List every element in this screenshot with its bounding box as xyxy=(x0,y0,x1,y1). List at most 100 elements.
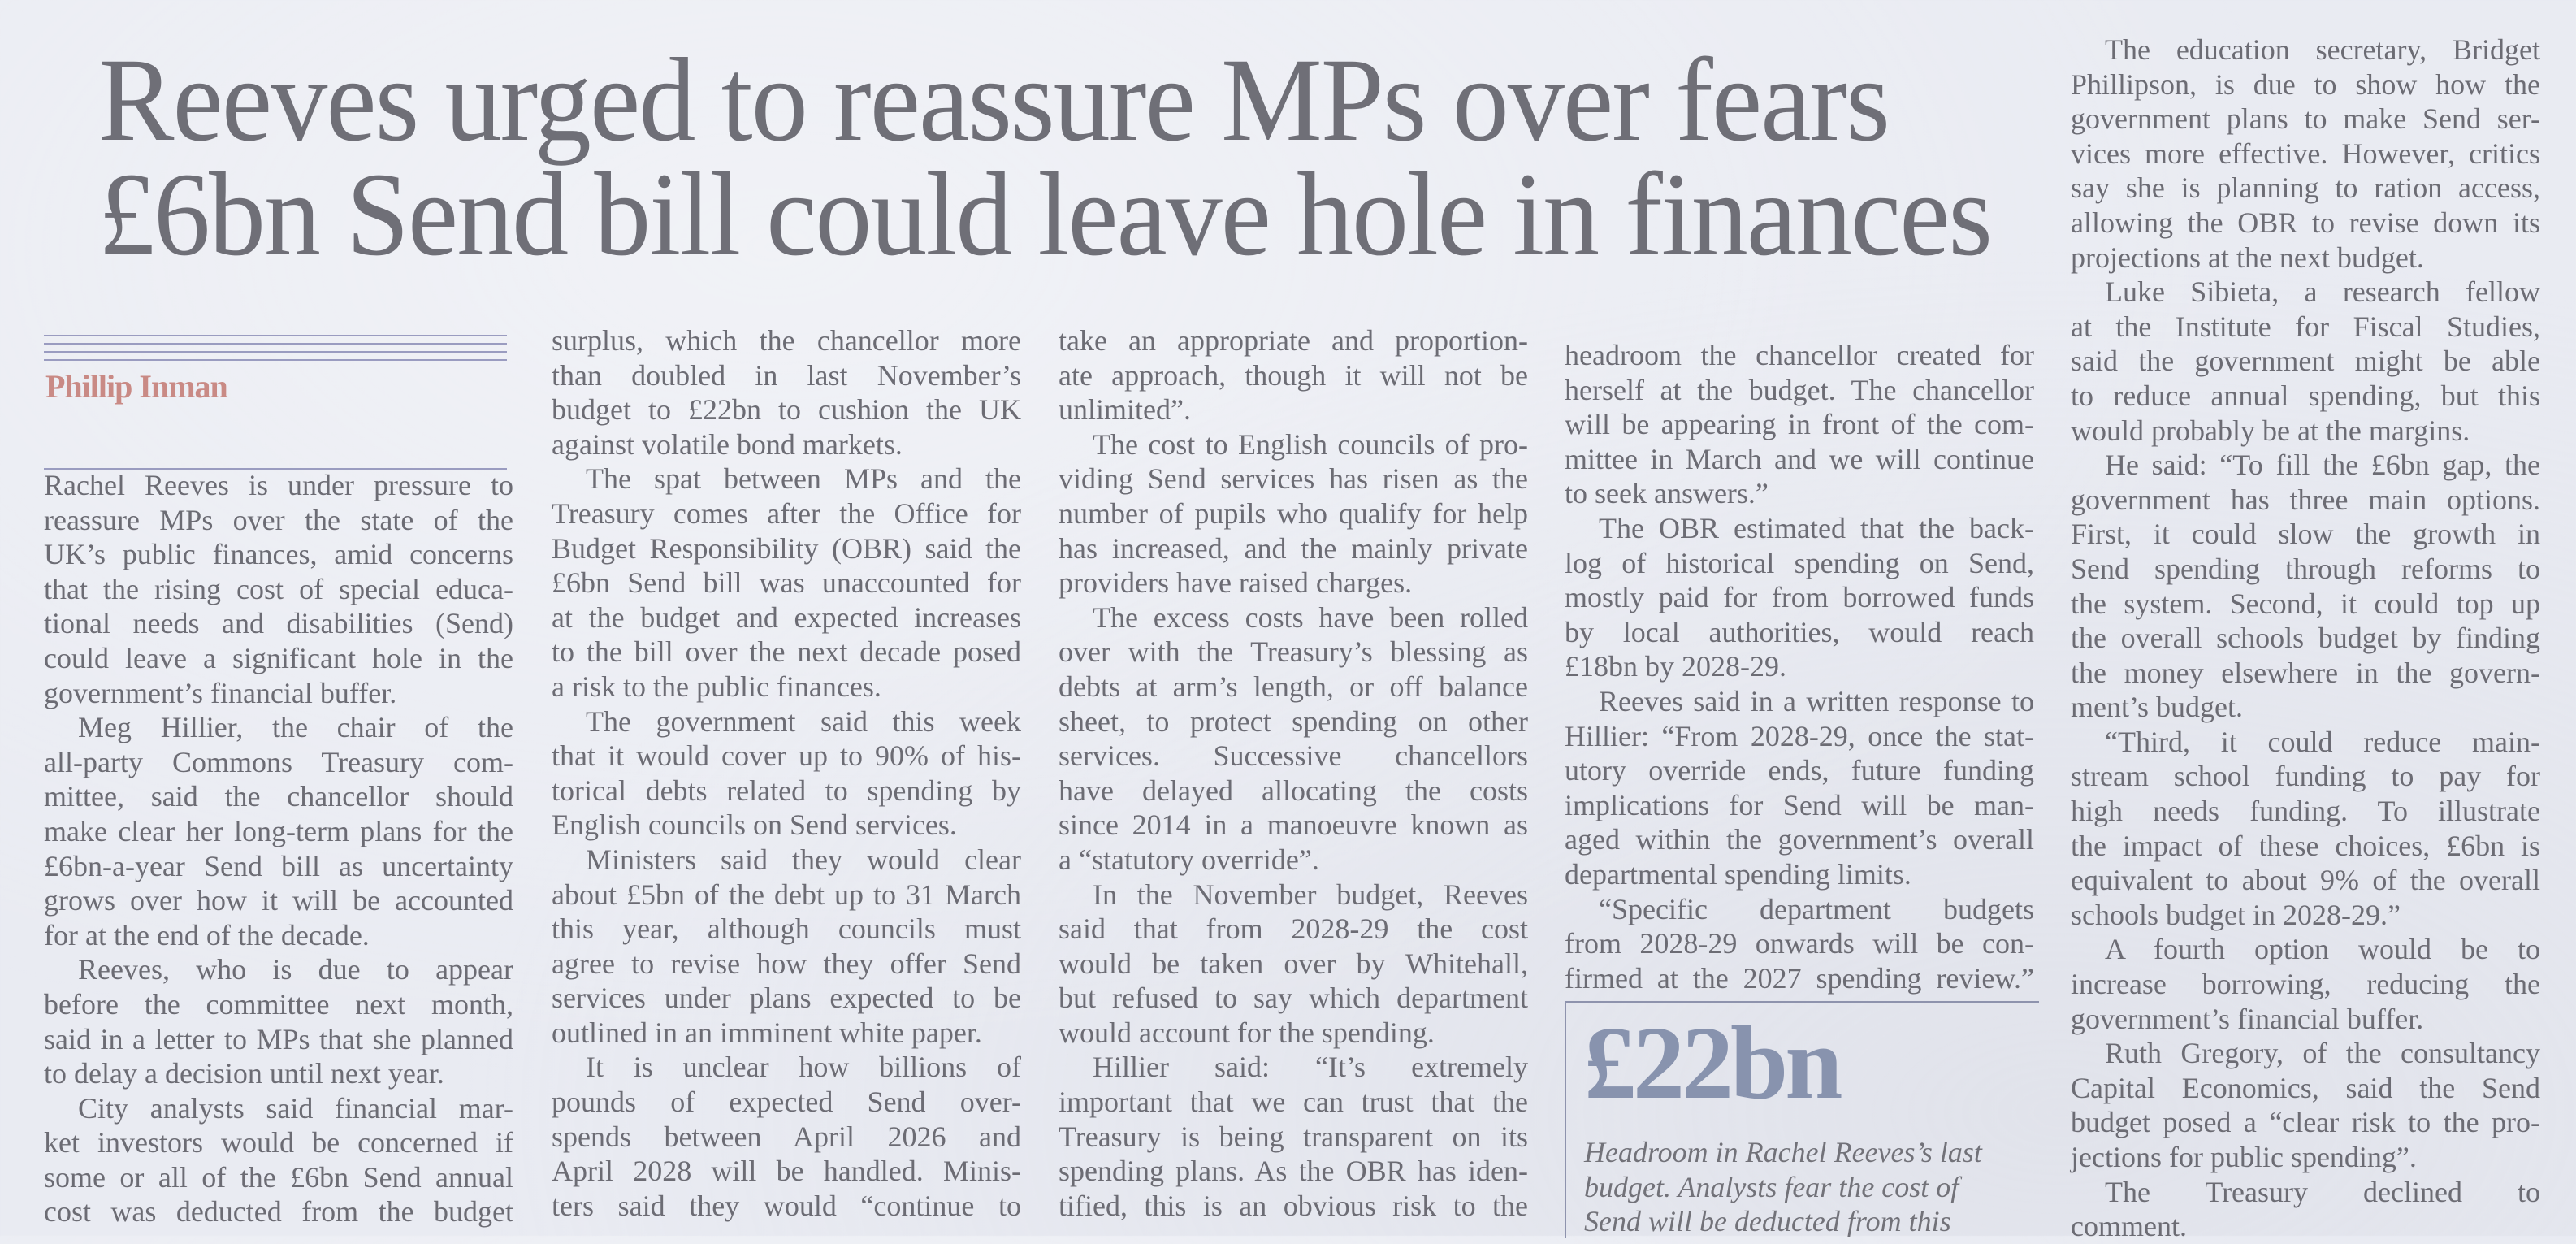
text-line: services. Successive chancellors xyxy=(1059,739,1528,773)
paragraph: The government said this week that it wou… xyxy=(552,704,1021,843)
text-line: debts at arm’s length, or off balance xyxy=(1059,670,1528,703)
text-line: before the committee next month, xyxy=(44,987,513,1021)
text-line: providers have raised charges. xyxy=(1059,566,1413,600)
text-line: tional needs and disabilities (Send) xyxy=(44,607,513,640)
text-line: The spat between MPs and the xyxy=(586,462,1021,496)
text-line: services under plans expected to be xyxy=(552,982,1021,1015)
paragraph: headroom the chancellor created for herse… xyxy=(1565,338,2034,511)
text-line: stream school funding to pay for xyxy=(2071,760,2540,793)
caption-line: Send will be deducted from this xyxy=(1584,1205,1951,1238)
text-line: than doubled in last November’s xyxy=(552,358,1021,392)
text-line: at the budget and expected increases xyxy=(552,600,1021,634)
text-line: the overall schools budget by finding xyxy=(2071,622,2540,655)
text-line: Hillier: “From 2028-29, once the stat- xyxy=(1565,719,2034,752)
paragraph: The excess costs have been rolled over wi… xyxy=(1059,600,1528,878)
text-line: the impact of these choices, £6bn is xyxy=(2071,829,2540,862)
text-line: Send spending through reforms to xyxy=(2071,552,2540,585)
text-line: ket investors would be concerned if xyxy=(44,1126,513,1159)
text-line: would account for the spending. xyxy=(1059,1016,1435,1049)
paragraph: The cost to English councils of pro-vidi… xyxy=(1059,427,1528,600)
text-line: The cost to English councils of pro- xyxy=(1093,427,1528,461)
text-line: allowing the OBR to revise down its xyxy=(2071,206,2540,239)
text-line: to delay a decision until next year. xyxy=(44,1057,444,1090)
paragraph: He said: “To fill the £6bn gap, the gover… xyxy=(2071,448,2540,725)
text-line: headroom the chancellor created for xyxy=(1565,339,2034,371)
text-line: Meg Hillier, the chair of the xyxy=(78,711,513,744)
text-line: torical debts related to spending by xyxy=(552,774,1021,807)
text-line: for at the end of the decade. xyxy=(44,918,370,951)
text-line: firmed at the 2027 spending review.” xyxy=(1565,961,2034,995)
text-line: £18bn by 2028-29. xyxy=(1565,650,1786,683)
caption-line: budget. Analysts fear the cost of xyxy=(1584,1170,1959,1203)
text-line: Phillipson, is due to show how the xyxy=(2071,67,2540,101)
text-line: cost was deducted from the budget xyxy=(44,1195,513,1229)
article-column: take an appropriate and proportion-ate a… xyxy=(1059,323,1528,1223)
paragraph: City analysts said financial mar-ket inv… xyxy=(44,1091,513,1229)
text-line: jections for public spending”. xyxy=(2071,1141,2417,1173)
paragraph: A fourth option would be to increase borr… xyxy=(2071,932,2540,1036)
article-column: The education secretary, Bridget Phillips… xyxy=(2071,33,2540,1244)
text-line: by local authorities, would reach xyxy=(1565,615,2034,648)
text-line: but refused to say which department xyxy=(1059,982,1528,1015)
text-line: It is unclear how billions of xyxy=(586,1051,1021,1084)
text-line: take an appropriate and proportion- xyxy=(1059,324,1528,357)
text-line: schools budget in 2028-29.” xyxy=(2071,898,2401,931)
pull-quote-caption: Headroom in Rachel Reeves’s last budget.… xyxy=(1584,1135,1982,1239)
text-line: have delayed allocating the costs xyxy=(1059,774,1528,807)
text-line: to reduce annual spending, but this xyxy=(2071,379,2540,412)
text-line: Ruth Gregory, of the consultancy xyxy=(2105,1037,2540,1070)
text-line: that it would cover up to 90% of his- xyxy=(552,739,1021,773)
text-line: The OBR estimated that the back- xyxy=(1599,511,2034,544)
text-line: important that we can trust that the xyxy=(1059,1086,1528,1119)
paragraph: Luke Sibieta, a research fellow at the In… xyxy=(2071,275,2540,448)
text-line: said the government might be able xyxy=(2071,345,2540,378)
text-line: A fourth option would be to xyxy=(2105,933,2540,966)
text-line: comment. xyxy=(2071,1210,2187,1243)
text-line: mittee in March and we will continue xyxy=(1565,442,2034,475)
text-line: equivalent to about 9% of the overall xyxy=(2071,864,2540,897)
divider xyxy=(44,351,507,353)
text-line: grows over how it will be accounted xyxy=(44,884,513,917)
text-line: departmental spending limits. xyxy=(1565,857,1911,891)
text-line: said that from 2028-29 the cost xyxy=(1059,912,1528,946)
text-line: tified, this is an obvious risk to the xyxy=(1059,1189,1528,1222)
paragraph: Ministers said they would clear about £5b… xyxy=(552,843,1021,1051)
paragraph: The education secretary, Bridget Phillips… xyxy=(2071,33,2540,275)
text-line: would be taken over by Whitehall, xyxy=(1059,947,1528,980)
paragraph: Hillier said: “It’s extremely important t… xyxy=(1059,1050,1528,1223)
paragraph: Reeves said in a written response to Hill… xyxy=(1565,684,2034,892)
text-line: Luke Sibieta, a research fellow xyxy=(2105,275,2540,309)
text-line: UK’s public finances, amid concerns xyxy=(44,538,513,571)
paragraph: Reeves, who is due to appear before the c… xyxy=(44,952,513,1090)
text-line: Treasury comes after the Office for xyxy=(552,496,1021,530)
text-line: herself at the budget. The chancellor xyxy=(1565,373,2034,406)
text-line: English councils on Send services. xyxy=(552,808,957,842)
article-column: surplus, which the chancellor more than d… xyxy=(552,323,1021,1223)
headline-line-2: £6bn Send bill could leave hole in finan… xyxy=(98,148,1993,280)
paragraph: The Treasury declined to comment. xyxy=(2071,1175,2540,1244)
text-line: surplus, which the chancellor more xyxy=(552,324,1021,357)
paragraph: Rachel Reeves is under pressure to reassu… xyxy=(44,468,513,710)
text-line: ate approach, though it will not be xyxy=(1059,358,1528,392)
text-line: Hillier said: “It’s extremely xyxy=(1093,1051,1528,1084)
text-line: will be appearing in front of the com- xyxy=(1565,408,2034,441)
text-line: Capital Economics, said the Send xyxy=(2071,1071,2540,1104)
text-line: reassure MPs over the state of the xyxy=(44,503,513,536)
text-line: say she is planning to ration access, xyxy=(2071,171,2540,205)
text-line: Ministers said they would clear xyxy=(586,843,1021,876)
byline-rules xyxy=(44,335,507,367)
paragraph: In the November budget, Reeves said that … xyxy=(1059,878,1528,1051)
text-line: the money elsewhere in the govern- xyxy=(2071,656,2540,689)
text-line: First, it could slow the growth in xyxy=(2071,518,2540,551)
text-line: In the November budget, Reeves xyxy=(1093,878,1528,911)
text-line: budget to £22bn to cushion the UK xyxy=(552,393,1021,427)
paragraph: The spat between MPs and the Treasury com… xyxy=(552,462,1021,704)
text-line: to the bill over the next decade posed xyxy=(552,635,1021,669)
article-column: Rachel Reeves is under pressure to reassu… xyxy=(44,468,513,1229)
divider xyxy=(44,468,507,470)
text-line: has increased, and the mainly private xyxy=(1059,531,1528,565)
text-line: Budget Responsibility (OBR) said the xyxy=(552,531,1021,565)
text-line: to seek answers.” xyxy=(1565,477,1769,510)
text-line: unlimited”. xyxy=(1059,393,1191,427)
text-line: outlined in an imminent white paper. xyxy=(552,1016,982,1049)
